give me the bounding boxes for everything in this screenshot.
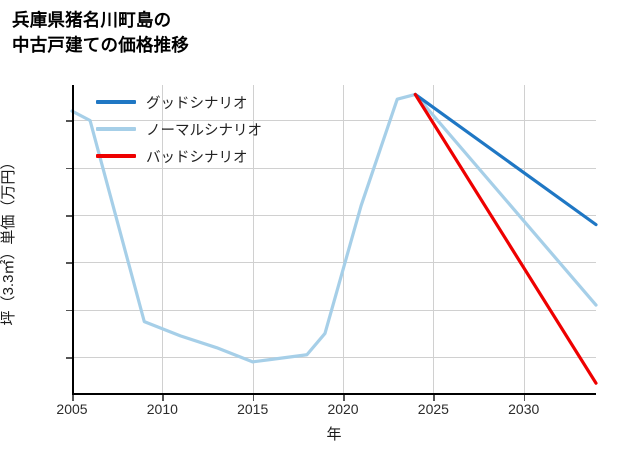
gridline-horizontal — [72, 167, 596, 169]
x-tick-mark — [72, 395, 74, 401]
x-tick-label: 2010 — [146, 401, 178, 417]
legend-item-bad[interactable]: バッドシナリオ — [96, 147, 262, 166]
gridline-horizontal — [72, 357, 596, 359]
x-tick-mark — [162, 395, 164, 401]
y-tick-mark — [66, 120, 72, 123]
plot-frame — [72, 85, 596, 395]
legend-swatch-bad — [96, 154, 136, 158]
x-tick-label: 2030 — [508, 401, 540, 417]
x-tick-mark — [433, 395, 435, 401]
x-tick-mark — [523, 395, 526, 401]
gridline-vertical — [433, 85, 435, 395]
series-line — [413, 92, 598, 227]
gridline-horizontal — [72, 120, 596, 122]
gridline-horizontal — [72, 309, 596, 311]
series-line — [70, 92, 598, 364]
x-axis-title: 年 — [326, 426, 342, 443]
series-container — [70, 92, 598, 385]
gridline-vertical — [343, 85, 345, 395]
series-line — [413, 92, 598, 385]
plot-area: 161718192021200520102015202020252030 — [56, 85, 598, 417]
gridline-vertical — [252, 85, 254, 395]
page-title: 兵庫県猪名川町島の 中古戸建ての価格推移 — [12, 10, 189, 55]
y-tick-mark — [66, 309, 72, 312]
gridline-vertical — [523, 85, 525, 395]
x-tick-mark — [343, 395, 345, 401]
x-tick-label: 2005 — [56, 401, 88, 417]
y-tick-mark — [66, 215, 72, 217]
y-tick-mark — [66, 167, 72, 170]
legend-item-good[interactable]: グッドシナリオ — [96, 93, 262, 112]
gridline-horizontal — [72, 215, 596, 217]
legend-label-normal: ノーマルシナリオ — [146, 122, 262, 139]
legend-item-normal[interactable]: ノーマルシナリオ — [96, 120, 262, 139]
x-tick-label: 2025 — [417, 401, 449, 417]
y-axis-title: 坪（3.3㎡）単価（万円） — [0, 154, 17, 326]
x-tick-mark — [252, 395, 255, 401]
legend-swatch-normal — [96, 127, 136, 131]
x-tick-label: 2020 — [327, 401, 359, 417]
gridline-horizontal — [72, 262, 596, 264]
y-tick-mark — [66, 357, 72, 359]
x-tick-label: 2015 — [237, 401, 269, 417]
legend: グッドシナリオ ノーマルシナリオ バッドシナリオ — [96, 93, 262, 166]
y-tick-mark — [66, 262, 72, 265]
legend-label-good: グッドシナリオ — [146, 95, 248, 112]
gridline-vertical — [162, 85, 164, 395]
legend-label-bad: バッドシナリオ — [146, 149, 248, 166]
legend-swatch-good — [96, 100, 136, 104]
